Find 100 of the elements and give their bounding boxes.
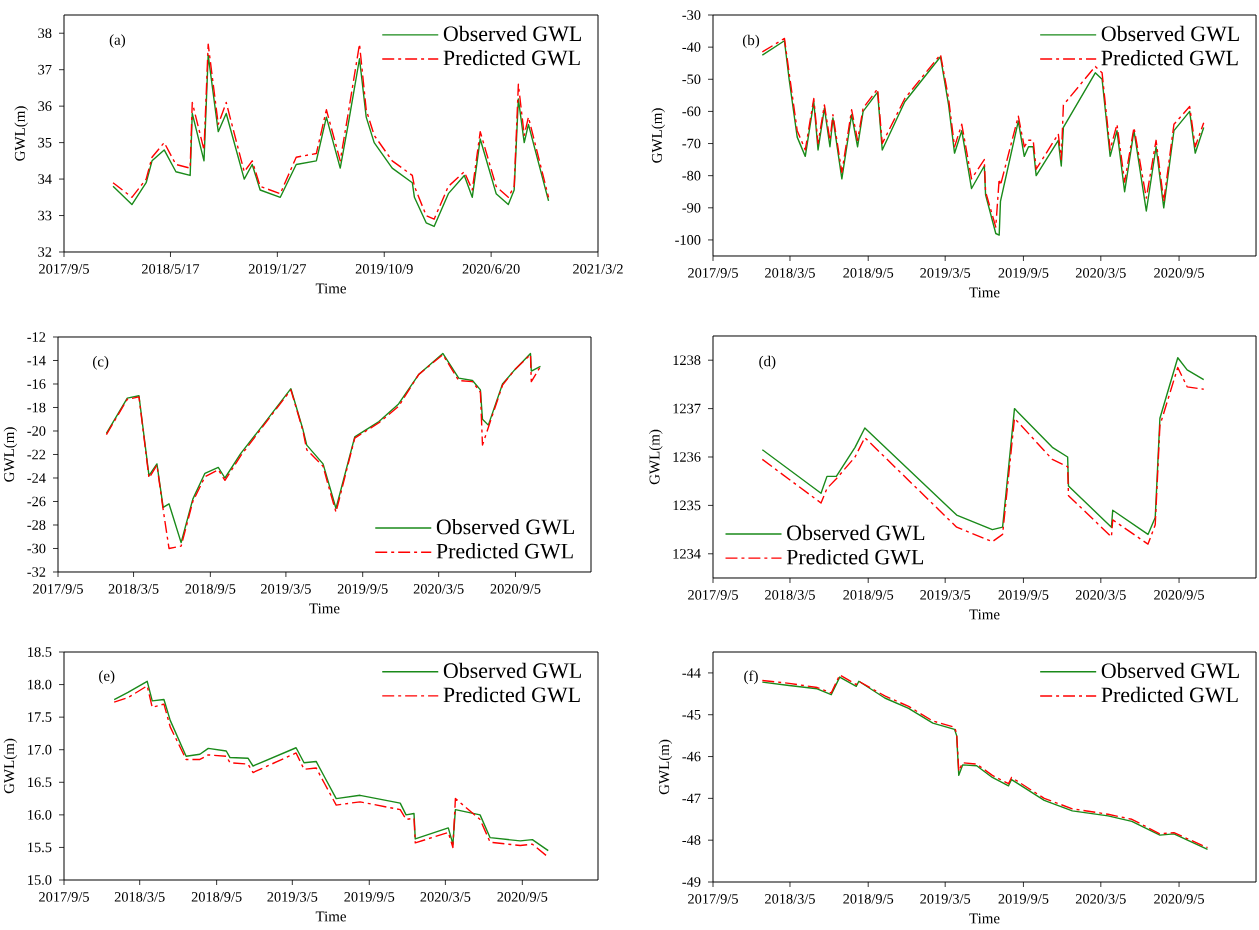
y-tick-label: -46 (682, 751, 701, 762)
y-tick-label: 35 (38, 137, 52, 148)
y-tick-label: 1234 (673, 548, 701, 559)
annotation: (d) (759, 355, 776, 370)
y-tick-label: 18.5 (28, 647, 52, 657)
x-tick-label: 2020/3/5 (413, 584, 464, 594)
x-tick-label: 2018/9/5 (191, 892, 242, 902)
y-tick-label: -70 (682, 138, 701, 149)
y-axis-title: GWL(m) (649, 429, 663, 485)
x-tick-label: 2019/9/5 (998, 590, 1049, 600)
x-tick-label: 2019/9/5 (337, 584, 388, 594)
annotation: (f) (744, 670, 758, 685)
x-tick-label: 2020/9/5 (497, 892, 548, 902)
y-tick-label: -48 (682, 835, 701, 846)
legend-label: Observed GWL (436, 518, 574, 535)
legend-label: Predicted GWL (436, 543, 573, 559)
y-tick-label: 37 (38, 64, 52, 75)
x-tick-label: 2019/3/5 (261, 584, 311, 594)
y-axis-title: GWL(m) (3, 427, 18, 482)
x-tick-label: 2019/1/27 (248, 264, 307, 274)
legend-label: Predicted GWL (443, 49, 580, 66)
x-tick-label: 2018/3/5 (765, 894, 815, 904)
x-tick-label: 2019/3/5 (920, 894, 971, 904)
legend-label: Observed GWL (787, 524, 925, 541)
x-tick-label: 2017/9/5 (39, 892, 89, 902)
y-tick-label: 34 (38, 174, 52, 184)
legend-label: Observed GWL (1101, 25, 1239, 42)
x-tick-label: 2020/3/5 (1075, 268, 1126, 278)
x-tick-label: 2017/9/5 (39, 264, 89, 274)
y-tick-label: -24 (27, 473, 46, 483)
x-tick-label: 2019/3/5 (920, 268, 971, 278)
x-tick-label: 2018/9/5 (843, 590, 894, 600)
y-tick-label: 17.5 (28, 712, 52, 722)
x-tick-label: 2021/3/2 (573, 264, 623, 274)
y-tick-label: -16 (27, 379, 46, 389)
x-tick-label: 2018/3/5 (114, 892, 165, 902)
annotation: (e) (99, 670, 115, 684)
y-tick-label: 36 (38, 101, 52, 111)
x-axis-title: Time (969, 913, 1000, 924)
legend-label: Predicted GWL (1101, 49, 1238, 66)
y-tick-label: 17.0 (28, 744, 52, 755)
y-tick-label: 16.0 (28, 809, 52, 820)
y-tick-label: -45 (682, 709, 701, 720)
x-tick-label: 2017/9/5 (33, 584, 83, 594)
y-tick-label: -28 (27, 520, 46, 530)
y-axis-title: GWL(m) (14, 106, 28, 161)
y-tick-label: -100 (675, 235, 701, 245)
x-tick-label: 2020/3/5 (1075, 894, 1126, 904)
x-tick-label: 2018/3/5 (765, 268, 815, 278)
x-axis-title: Time (309, 603, 340, 614)
y-tick-label: 38 (38, 28, 52, 39)
annotation: (b) (742, 34, 760, 49)
x-tick-label: 2020/9/5 (1154, 894, 1205, 904)
x-axis-title: Time (315, 283, 347, 294)
y-tick-label: -18 (27, 402, 46, 413)
x-tick-label: 2017/9/5 (688, 590, 738, 600)
x-tick-label: 2018/3/5 (108, 584, 159, 594)
x-tick-label: 2019/10/9 (355, 264, 413, 274)
x-tick-label: 2020/9/5 (1154, 590, 1205, 600)
y-tick-label: -32 (27, 567, 46, 577)
x-tick-label: 2018/9/5 (185, 584, 236, 594)
y-tick-label: -30 (682, 10, 701, 20)
x-tick-label: 2018/3/5 (765, 590, 815, 600)
y-tick-label: -80 (682, 170, 701, 181)
y-tick-label: 32 (38, 247, 52, 257)
legend-label: Observed GWL (443, 25, 581, 42)
y-tick-label: 1237 (673, 403, 701, 414)
y-tick-label: 1236 (673, 452, 701, 462)
y-tick-label: -90 (682, 202, 701, 213)
legend-label: Observed GWL (1101, 662, 1239, 679)
x-axis-title: Time (315, 911, 347, 922)
y-tick-label: -12 (27, 332, 46, 342)
y-axis-title: GWL(m) (658, 739, 673, 795)
x-tick-label: 2017/9/5 (688, 268, 738, 278)
y-tick-label: -47 (682, 793, 701, 804)
y-tick-label: 1238 (673, 355, 701, 366)
x-tick-label: 2019/9/5 (998, 894, 1049, 904)
y-tick-label: -22 (27, 449, 46, 460)
y-tick-label: -20 (27, 426, 46, 436)
x-tick-label: 2019/3/5 (920, 590, 971, 600)
x-tick-label: 2020/3/5 (420, 892, 471, 902)
annotation: (c) (93, 356, 109, 370)
legend-label: Predicted GWL (1101, 686, 1238, 703)
x-tick-label: 2017/9/5 (688, 894, 738, 904)
x-tick-label: 2018/9/5 (843, 268, 894, 278)
y-tick-label: 15.0 (28, 875, 52, 885)
y-tick-label: 1235 (673, 500, 701, 511)
y-tick-label: -49 (682, 877, 701, 887)
y-tick-label: -44 (682, 668, 701, 678)
y-tick-label: -30 (27, 543, 46, 554)
y-tick-label: -50 (682, 74, 701, 85)
x-tick-label: 2020/3/5 (1075, 590, 1126, 600)
x-tick-label: 2019/9/5 (344, 892, 395, 902)
y-tick-label: 18.0 (28, 679, 52, 690)
x-tick-label: 2020/9/5 (490, 584, 541, 594)
x-tick-label: 2020/9/5 (1154, 268, 1205, 278)
y-tick-label: -40 (682, 42, 701, 52)
y-tick-label: 33 (38, 210, 52, 221)
y-tick-label: -26 (27, 496, 46, 507)
x-tick-label: 2019/3/5 (267, 892, 318, 902)
